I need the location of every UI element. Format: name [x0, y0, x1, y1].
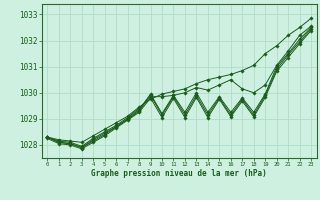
- X-axis label: Graphe pression niveau de la mer (hPa): Graphe pression niveau de la mer (hPa): [91, 169, 267, 178]
